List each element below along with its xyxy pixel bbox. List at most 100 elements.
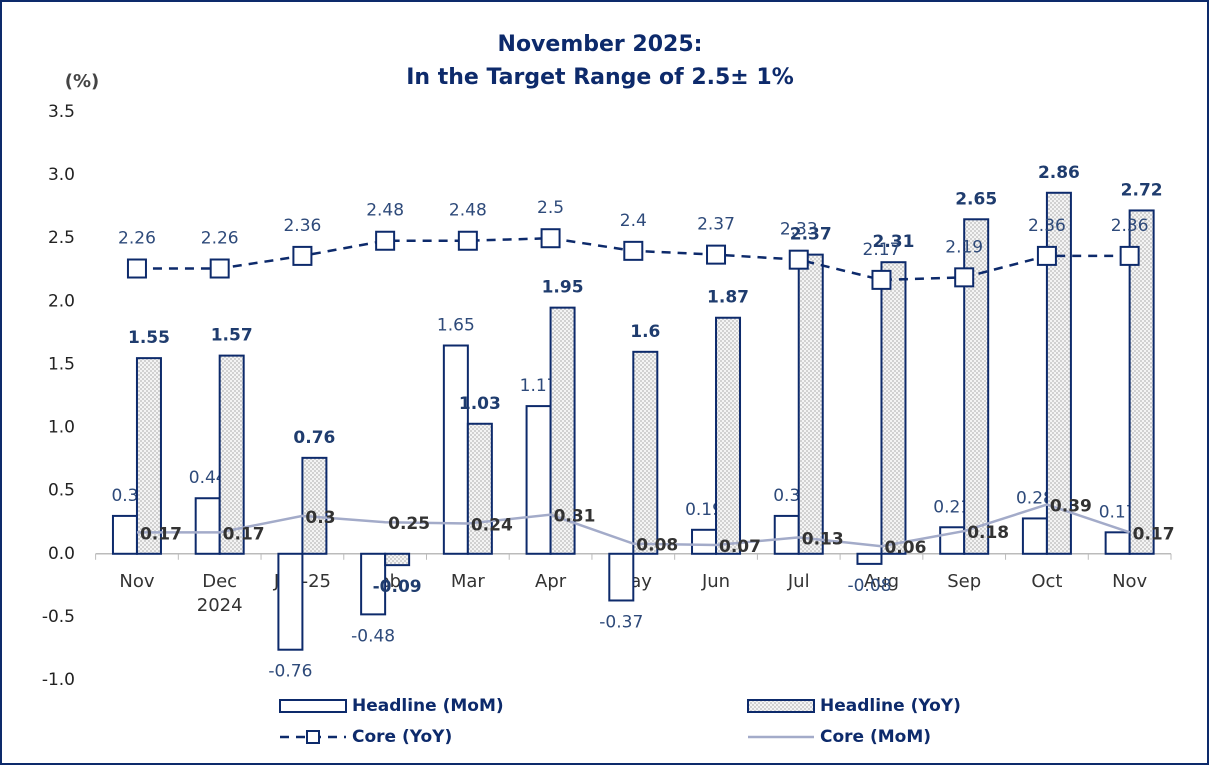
data-label: 1.17 (520, 376, 558, 396)
bar (797, 253, 824, 555)
data-label: 0.06 (884, 538, 926, 558)
marker (540, 228, 561, 249)
legend-marker (306, 730, 320, 744)
legend-label: Core (MoM) (820, 727, 931, 747)
x-tick-label: Dec 2024 (197, 571, 243, 616)
data-label: 2.36 (1111, 216, 1149, 236)
marker (1036, 245, 1057, 266)
bar (632, 350, 659, 555)
y-tick-label: 3.0 (48, 165, 75, 185)
y-tick-label: 1.5 (48, 354, 75, 374)
data-label: 1.03 (459, 394, 501, 414)
data-label: 1.87 (707, 288, 749, 308)
data-label: -0.08 (847, 576, 891, 596)
data-label: 2.31 (872, 232, 914, 252)
data-label: 0.18 (967, 523, 1009, 543)
bar (1021, 517, 1048, 555)
data-label: 2.72 (1121, 180, 1163, 200)
data-label: 0.07 (719, 537, 761, 557)
data-label: 2.37 (790, 225, 832, 245)
data-label: 2.26 (118, 229, 156, 249)
data-label: 1.57 (211, 326, 253, 346)
y-tick-label: -0.5 (42, 607, 75, 627)
data-label: 2.36 (1028, 216, 1066, 236)
data-label: 2.5 (537, 198, 564, 218)
legend-label: Core (YoY) (352, 727, 452, 747)
y-tick-label: 3.5 (48, 102, 75, 122)
bar (608, 552, 635, 602)
y-tick-label: 2.5 (48, 228, 75, 248)
data-label: 0.19 (685, 500, 723, 520)
bar (715, 316, 742, 555)
data-label: 0.3 (305, 508, 335, 528)
data-label: 0.25 (388, 514, 430, 534)
data-label: 2.19 (945, 237, 983, 257)
data-label: 1.95 (542, 278, 584, 298)
bar (466, 422, 493, 555)
data-label: 0.31 (554, 507, 596, 527)
marker (457, 230, 478, 251)
data-label: 0.17 (140, 524, 182, 544)
legend-swatch (279, 699, 347, 713)
legend-label: Headline (YoY) (820, 696, 961, 716)
data-label: 2.33 (780, 220, 818, 240)
data-label: 0.17 (223, 524, 265, 544)
bar (1104, 531, 1131, 555)
data-label: 0.28 (1016, 488, 1054, 508)
data-label: 2.26 (201, 229, 239, 249)
marker (706, 244, 727, 265)
x-tick-label: Mar (451, 571, 486, 592)
legend-label: Headline (MoM) (352, 696, 504, 716)
marker (871, 269, 892, 290)
data-label: 2.37 (697, 215, 735, 235)
data-label: 2.17 (863, 240, 901, 260)
bar (384, 552, 411, 567)
marker (209, 258, 230, 279)
data-label: 2.48 (449, 201, 487, 221)
bar (301, 456, 328, 555)
data-label: -0.76 (268, 662, 312, 682)
data-label: 2.48 (366, 201, 404, 221)
bar (111, 514, 138, 555)
data-label: 0.24 (471, 515, 513, 535)
data-label: 1.55 (128, 328, 170, 348)
data-label: -0.48 (351, 626, 395, 646)
x-tick-label: Nov (1112, 571, 1147, 592)
data-label: 2.65 (955, 189, 997, 209)
marker (1119, 245, 1140, 266)
data-label: 0.08 (636, 536, 678, 556)
y-tick-label: -1.0 (42, 670, 75, 690)
y-axis-label: (%) (65, 71, 100, 92)
marker (375, 230, 396, 251)
data-label: 0.44 (189, 468, 227, 488)
bar (880, 261, 907, 555)
data-label: 2.4 (620, 211, 647, 231)
x-tick-label: Jun (701, 571, 730, 592)
bar (856, 552, 883, 565)
x-tick-label: Jul (787, 571, 810, 592)
x-tick-label: Apr (535, 571, 567, 592)
y-tick-label: 0.5 (48, 481, 75, 501)
data-label: 2.36 (283, 216, 321, 236)
bar (360, 552, 387, 616)
bar (442, 344, 469, 555)
bar (1128, 209, 1155, 555)
data-label: -0.09 (373, 577, 422, 597)
y-tick-label: 0.0 (48, 544, 75, 564)
data-label: 0.21 (933, 497, 971, 517)
y-tick-label: 1.0 (48, 418, 75, 438)
bar (691, 528, 718, 555)
chart-title: November 2025: (498, 32, 703, 57)
marker (292, 245, 313, 266)
x-tick-label: Aug (864, 571, 899, 592)
data-label: 1.65 (437, 316, 475, 336)
x-tick-label: Nov (119, 571, 154, 592)
bar (194, 497, 221, 555)
bar (135, 357, 162, 555)
data-label: 2.86 (1038, 163, 1080, 183)
y-tick-label: 2.0 (48, 291, 75, 311)
bar (549, 306, 576, 555)
